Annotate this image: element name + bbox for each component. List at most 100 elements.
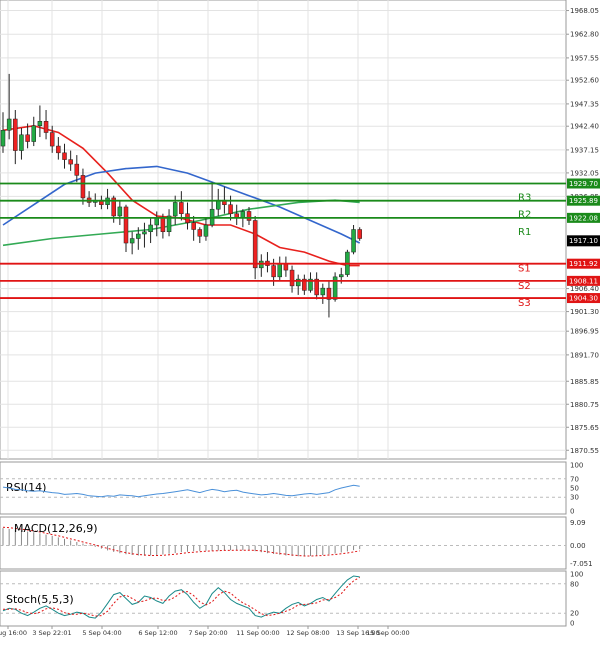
candle (203, 218, 209, 241)
candle-body-up (142, 231, 147, 235)
candle-body-up (31, 125, 36, 142)
candle-body-up (308, 278, 313, 291)
candle-body-down (197, 229, 203, 237)
candle (123, 204, 129, 253)
time-tick-label: ug 16:00 (0, 629, 27, 637)
pivot-level-tags: 1929.70 1925.89 1922.08 1911.92 1908.11 1904.… (567, 178, 600, 304)
candle (314, 272, 319, 300)
candle (31, 116, 36, 147)
current-price-label: 1917.10 (569, 237, 598, 245)
level-name-s1: S1 (518, 264, 531, 275)
candle (179, 191, 184, 221)
stoch-lines (2, 575, 360, 619)
candle (246, 206, 252, 225)
candle-body-up (19, 134, 24, 151)
panel-tick-label: 100 (570, 571, 583, 579)
candle-body-up (320, 287, 326, 296)
level-tag-bg (567, 293, 600, 304)
candle (13, 109, 18, 165)
level-tag-label: 1908.11 (569, 277, 598, 285)
price-panel: R3 R2 R1 S1 S2 S3 1968.05 1962.80 1957.55 1952.6… (0, 0, 600, 460)
candle-body-up (203, 224, 209, 237)
current-price-tag-bg (567, 235, 600, 247)
stoch-d-path (3, 576, 360, 617)
candle (68, 150, 73, 171)
pivot-levels: R3 R2 R1 S1 S2 S3 (0, 182, 566, 309)
candle-body-down (179, 202, 184, 214)
candle-body-down (289, 269, 295, 287)
candle (320, 283, 326, 304)
price-tick-label: 1870.55 (570, 447, 599, 455)
level-tag-label: 1922.08 (569, 214, 598, 222)
macd-histogram (2, 528, 361, 557)
candle (19, 128, 24, 160)
macd-signal-path (2, 526, 360, 557)
candle-body-up (332, 276, 338, 300)
candle-body-up (136, 233, 141, 239)
candle (351, 224, 356, 255)
price-axis-ticks: 1968.05 1962.80 1957.55 1952.60 1947.35 1942.… (566, 7, 599, 455)
candle (37, 105, 43, 138)
time-tick-label: 12 Sep 08:00 (286, 629, 329, 637)
candle (295, 274, 301, 295)
candle-body-up (166, 215, 172, 233)
price-tick-label: 1891.70 (570, 351, 599, 359)
price-tick-label: 1952.60 (570, 77, 599, 85)
candle-body-up (129, 238, 135, 244)
rsi-panel-frame (0, 461, 567, 515)
rsi-grid (0, 478, 566, 498)
candle-body-down (62, 152, 67, 160)
stoch-grid (0, 583, 566, 614)
level-tag-label: 1904.30 (569, 295, 598, 303)
price-tick-label: 1947.35 (570, 100, 599, 108)
candle (49, 125, 55, 153)
candle (25, 123, 30, 149)
candle-body-down (252, 220, 258, 269)
panel-tick-label: 30 (570, 494, 579, 502)
candle (74, 155, 80, 183)
panel-tick-label: 80 (570, 580, 579, 588)
price-tick-label: 1932.05 (570, 169, 599, 177)
rsi-path (2, 484, 360, 498)
candle-body-up (351, 229, 356, 253)
panel-tick-label: 70 (570, 475, 579, 483)
candle-body-down (56, 145, 61, 154)
candle-body-up (339, 274, 344, 278)
candle-body-down (111, 197, 116, 217)
time-axis-labels: ug 16:00 3 Sep 22:01 5 Sep 04:00 6 Sep 12:0… (0, 626, 410, 637)
level-tag-label: 1911.92 (569, 260, 598, 268)
rsi-label: RSI(14) (6, 481, 46, 494)
candle (332, 272, 338, 302)
panel-tick-label: 50 (570, 485, 579, 493)
candle-body-down (13, 118, 18, 151)
candle (80, 168, 86, 205)
price-panel-frame (0, 0, 567, 460)
candle-body-up (172, 202, 178, 217)
stoch-label: Stoch(5,5,3) (6, 593, 74, 606)
candle-body-down (357, 229, 362, 239)
candle (56, 137, 61, 160)
time-tick-label: 3 Sep 22:01 (32, 629, 71, 637)
panel-tick-label: 0.00 (570, 542, 586, 550)
current-price-tag: 1917.10 (567, 235, 600, 247)
candle (6, 73, 12, 140)
candle-body-up (295, 278, 301, 287)
panel-tick-label: 0 (570, 508, 574, 516)
candle (252, 215, 258, 280)
candle (62, 143, 67, 169)
candle (148, 218, 153, 244)
stoch-k-path (2, 575, 360, 619)
panel-tick-label: 0 (570, 620, 574, 628)
candle-body-down (246, 211, 252, 221)
candle-body-up (6, 118, 12, 131)
candle (117, 200, 123, 225)
level-tag-bg (567, 275, 600, 286)
candle (302, 274, 307, 295)
time-tick-label: 15 Sep 00:00 (366, 629, 409, 637)
price-tick-label: 1885.85 (570, 378, 599, 386)
candle (197, 227, 203, 244)
